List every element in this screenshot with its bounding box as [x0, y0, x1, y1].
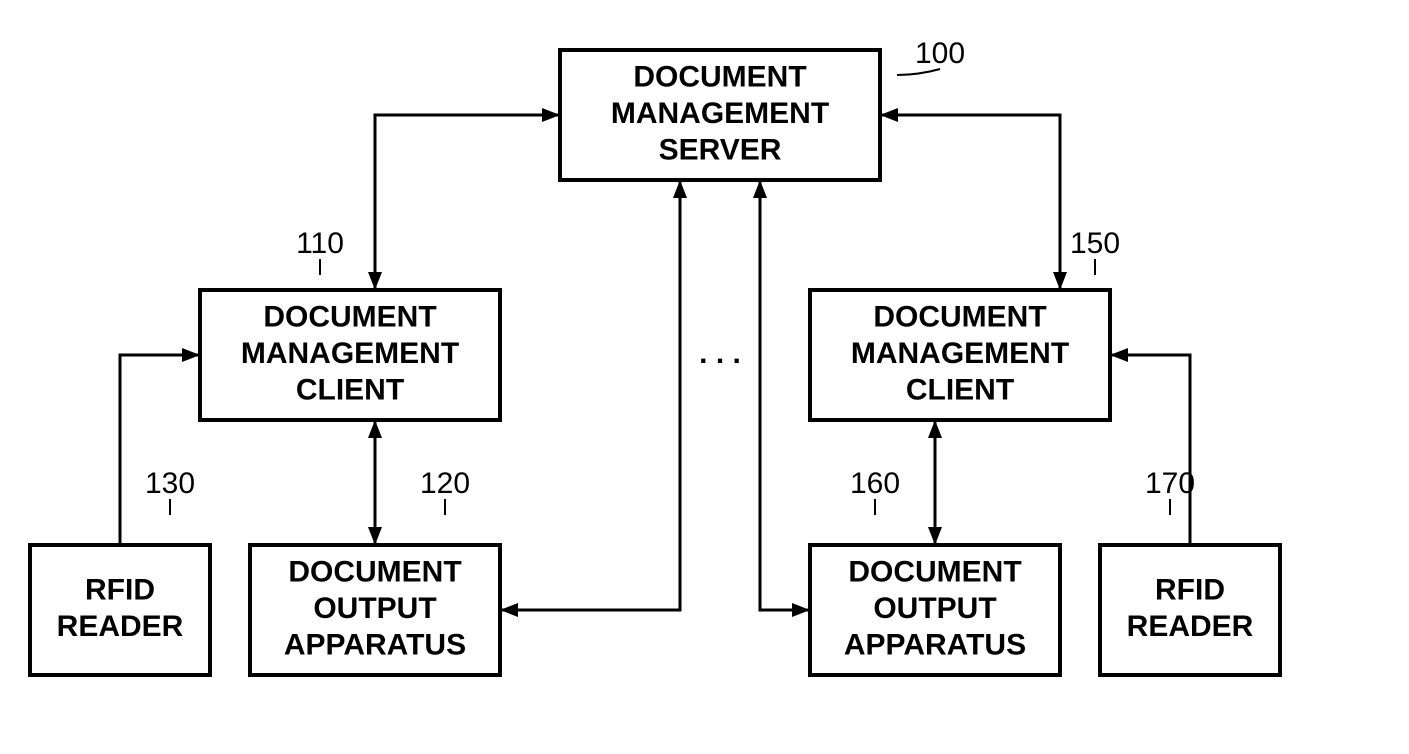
node-server: DOCUMENT MANAGEMENT SERVER 100: [560, 37, 965, 180]
node-client_right-line-2: CLIENT: [906, 374, 1014, 407]
ellipsis: . . .: [699, 337, 741, 370]
node-output_left-line-1: OUTPUT: [313, 592, 436, 625]
ref-output_left: 120: [420, 467, 470, 500]
node-client_left: DOCUMENT MANAGEMENT CLIENT 110: [200, 227, 500, 420]
ref-client_right: 150: [1070, 227, 1120, 260]
nodes: DOCUMENT MANAGEMENT SERVER 100 DOCUMENT MANAG…: [30, 37, 1280, 675]
node-rfid_right: RFIDREADER 170: [1100, 467, 1280, 675]
ref-client_left: 110: [296, 227, 344, 260]
node-server-line-2: SERVER: [659, 134, 782, 167]
edge-rfid_left_to_client_left: [120, 355, 200, 545]
node-server-line-0: DOCUMENT: [633, 60, 806, 93]
edge-server_to_client_left: [375, 115, 560, 290]
node-client_right-line-1: MANAGEMENT: [851, 337, 1069, 370]
ref-output_right: 160: [850, 467, 900, 500]
node-output_left-line-0: DOCUMENT: [288, 555, 461, 588]
node-rfid_left-line-1: READER: [57, 610, 184, 643]
edge-rfid_right_to_client_right: [1110, 355, 1190, 545]
architecture-diagram: . . .DOCUMENTMANAGEMENTSERVER100DOCUMENT…: [0, 0, 1409, 754]
node-output_right-line-2: APPARATUS: [844, 629, 1026, 662]
node-output_right-line-0: DOCUMENT: [848, 555, 1021, 588]
edge-output_left_to_server: [500, 180, 680, 610]
node-client_left-line-2: CLIENT: [296, 374, 404, 407]
ref-server: 100: [915, 37, 965, 70]
node-rfid_right-line-1: READER: [1127, 610, 1254, 643]
node-client_left-line-0: DOCUMENT: [263, 300, 436, 333]
node-output_right-line-1: OUTPUT: [873, 592, 996, 625]
node-rfid_left-line-0: RFID: [85, 574, 155, 607]
node-client_left-line-1: MANAGEMENT: [241, 337, 459, 370]
node-client_right: DOCUMENT MANAGEMENT CLIENT 150: [810, 227, 1120, 420]
ref-rfid_right: 170: [1145, 467, 1195, 500]
node-server-line-1: MANAGEMENT: [611, 97, 829, 130]
edge-output_right_to_server: [760, 180, 810, 610]
edge-server_to_client_right: [880, 115, 1060, 290]
node-client_right-line-0: DOCUMENT: [873, 300, 1046, 333]
node-rfid_right-line-0: RFID: [1155, 574, 1225, 607]
node-output_left-line-2: APPARATUS: [284, 629, 466, 662]
ref-rfid_left: 130: [145, 467, 195, 500]
